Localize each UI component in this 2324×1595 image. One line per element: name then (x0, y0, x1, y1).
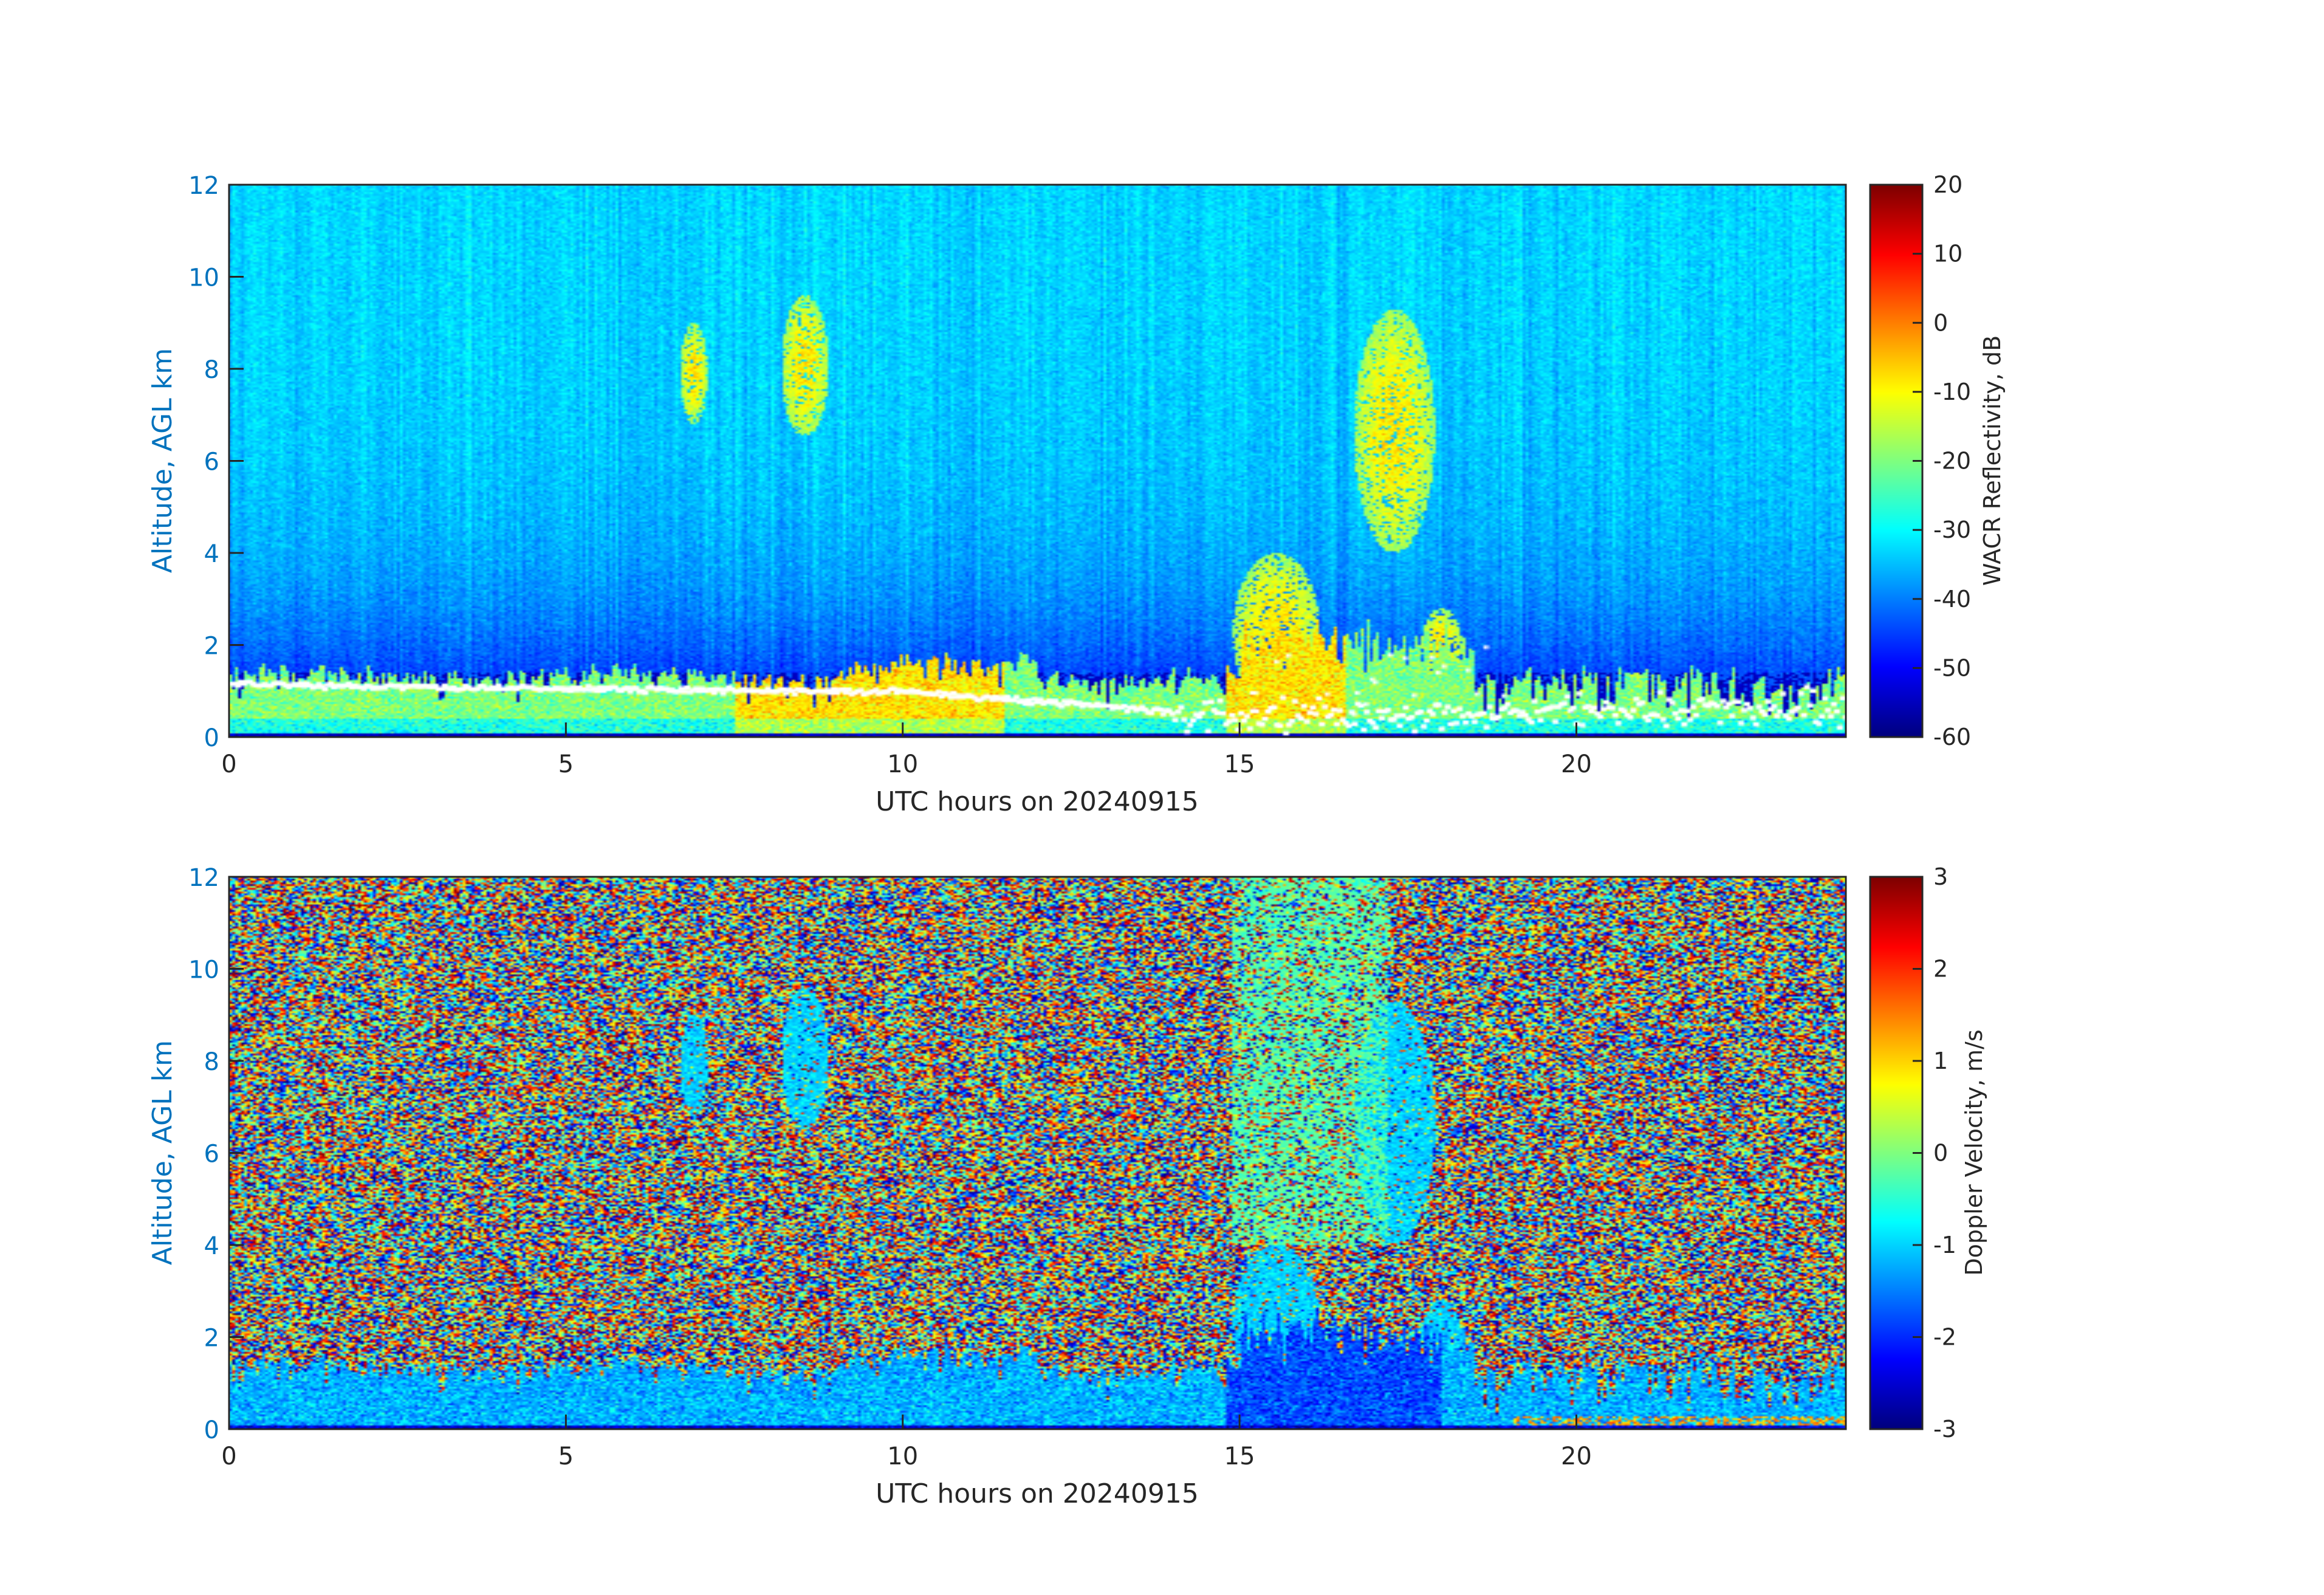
colorbar-tick-label: -40 (1933, 586, 1971, 612)
y-tick-label: 12 (188, 172, 219, 200)
colorbar-tick-label: 3 (1933, 863, 1948, 890)
x-tick-label: 10 (887, 1442, 918, 1470)
reflectivity-colorbar-label: WACR Reflectivity, dB (1979, 335, 2006, 586)
velocity-colorbar-ticks: 3 2 1 0 -1 -2 -3 (1913, 863, 1956, 1442)
x-tick-label: 5 (558, 750, 574, 778)
reflectivity-colorbar-ticks: 20 10 0 -10 -20 -30 -40 -50 -60 (1913, 171, 1971, 750)
velocity-heatmap (229, 877, 1846, 1429)
reflectivity-y-label: Altitude, AGL km (147, 348, 178, 573)
x-tick-label: 20 (1561, 750, 1592, 778)
velocity-x-label: UTC hours on 20240915 (876, 1478, 1199, 1509)
colorbar-tick-label: -30 (1933, 516, 1971, 543)
reflectivity-y-axis: 0 2 4 6 8 10 12 (188, 172, 244, 752)
y-tick-label: 6 (204, 1141, 219, 1168)
x-tick-label: 0 (221, 1442, 236, 1470)
y-tick-label: 4 (204, 1232, 219, 1260)
colorbar-tick-label: -50 (1933, 654, 1971, 681)
colorbar-tick-label: 2 (1933, 956, 1948, 983)
colorbar-tick-label: -20 (1933, 448, 1971, 475)
colorbar-tick-label: 1 (1933, 1048, 1948, 1074)
y-tick-label: 8 (204, 356, 219, 384)
colorbar-tick-label: 10 (1933, 241, 1962, 267)
x-tick-label: 20 (1561, 1442, 1592, 1470)
y-tick-label: 2 (204, 1325, 219, 1353)
velocity-y-label: Altitude, AGL km (147, 1040, 178, 1265)
y-tick-label: 8 (204, 1048, 219, 1076)
x-tick-label: 5 (558, 1442, 574, 1470)
y-tick-label: 10 (188, 956, 219, 984)
velocity-y-axis: 0 2 4 6 8 10 12 (188, 864, 244, 1444)
colorbar-tick-label: 0 (1933, 309, 1948, 336)
x-tick-label: 0 (221, 750, 236, 778)
x-tick-label: 10 (887, 750, 918, 778)
y-tick-label: 2 (204, 633, 219, 660)
colorbar-tick-label: -10 (1933, 379, 1971, 405)
colorbar-tick-label: -60 (1933, 724, 1971, 750)
y-tick-label: 4 (204, 540, 219, 568)
y-tick-label: 12 (188, 864, 219, 892)
colorbar-tick-label: 0 (1933, 1140, 1948, 1167)
y-tick-label: 10 (188, 264, 219, 292)
colorbar-tick-label: -3 (1933, 1416, 1956, 1442)
reflectivity-panel: 0 2 4 6 8 10 12 0 5 10 15 20 UTC hours on 20240915… (147, 171, 2006, 817)
y-tick-label: 6 (204, 448, 219, 476)
velocity-colorbar-label: Doppler Velocity, m/s (1961, 1029, 1987, 1275)
velocity-x-axis: 0 5 10 15 20 (221, 1415, 1592, 1470)
colorbar-tick-label: -2 (1933, 1324, 1956, 1351)
colorbar-tick-label: 20 (1933, 171, 1962, 198)
y-tick-label: 0 (204, 1416, 219, 1444)
reflectivity-x-axis: 0 5 10 15 20 (221, 722, 1592, 778)
x-tick-label: 15 (1224, 750, 1255, 778)
reflectivity-heatmap (229, 185, 1846, 737)
x-tick-label: 15 (1224, 1442, 1255, 1470)
reflectivity-x-label: UTC hours on 20240915 (876, 786, 1199, 817)
y-tick-label: 0 (204, 724, 219, 752)
colorbar-tick-label: -1 (1933, 1232, 1956, 1258)
